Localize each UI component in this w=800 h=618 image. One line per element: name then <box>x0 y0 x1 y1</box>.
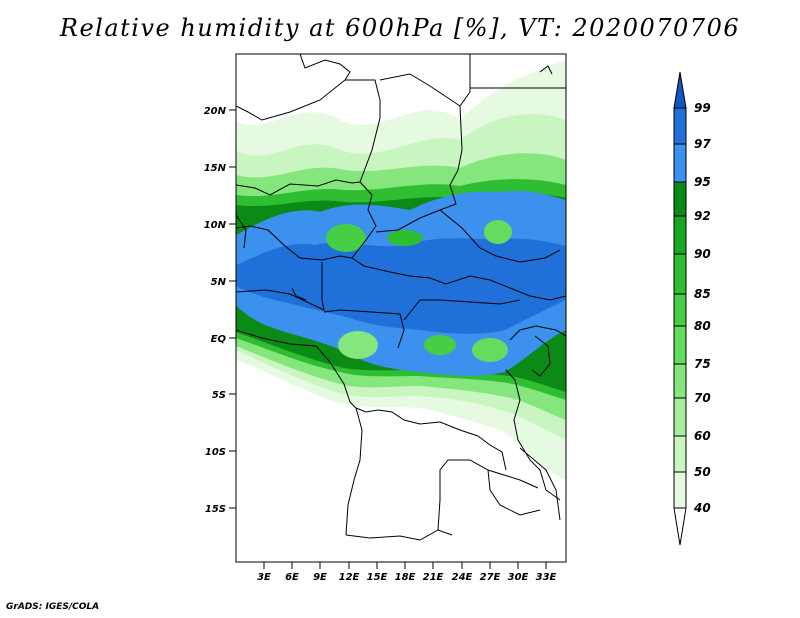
lat-label: 5N <box>211 277 227 288</box>
lon-label: 9E <box>313 572 327 583</box>
colorbar-label: 50 <box>694 465 711 479</box>
colorbar-label: 70 <box>694 391 711 405</box>
lon-label: 6E <box>285 572 299 583</box>
lat-label: 15N <box>204 163 227 174</box>
colorbar-label: 97 <box>694 137 711 151</box>
colorbar-label: 40 <box>693 501 711 515</box>
colorbar-bottom-triangle <box>673 507 687 546</box>
lon-label: 15E <box>367 572 388 583</box>
colorbar-label: 90 <box>694 247 711 261</box>
credit-label: GrADS: IGES/COLA <box>6 602 100 612</box>
lat-label: 5S <box>212 390 226 401</box>
humidity-field <box>236 60 566 480</box>
colorbar-label: 85 <box>694 287 711 301</box>
lon-label: 33E <box>536 572 557 583</box>
lon-label: 3E <box>257 572 271 583</box>
colorbar-label: 95 <box>694 175 711 189</box>
colorbar-label: 92 <box>694 209 711 223</box>
latitude-axis: 20N 15N 10N 5N EQ 5S 10S 15S <box>204 106 236 515</box>
map-title: Relative humidity at 600hPa [%], VT: 202… <box>59 14 741 42</box>
map-frame <box>235 53 567 563</box>
lon-label: 30E <box>508 572 529 583</box>
colorbar-label: 60 <box>694 429 711 443</box>
lat-label: EQ <box>211 334 227 345</box>
colorbar-label: 75 <box>694 357 711 371</box>
lat-label: 15S <box>205 504 226 515</box>
lon-label: 21E <box>423 572 444 583</box>
lat-label: 20N <box>204 106 227 117</box>
longitude-axis: 3E 6E 9E 12E 15E 18E 21E 24E 27E 30E 33E <box>257 562 557 583</box>
colorbar: 99 97 95 92 90 85 80 75 70 60 50 40 <box>673 71 711 546</box>
lon-label: 18E <box>395 572 416 583</box>
lon-label: 27E <box>480 572 501 583</box>
lon-label: 24E <box>452 572 473 583</box>
lat-label: 10N <box>204 220 227 231</box>
country-borders <box>236 54 566 541</box>
colorbar-top-triangle <box>673 71 687 109</box>
colorbar-label: 99 <box>694 101 711 115</box>
map-panel <box>236 54 566 562</box>
lon-label: 12E <box>339 572 360 583</box>
colorbar-label: 80 <box>694 319 711 333</box>
lat-label: 10S <box>205 447 226 458</box>
